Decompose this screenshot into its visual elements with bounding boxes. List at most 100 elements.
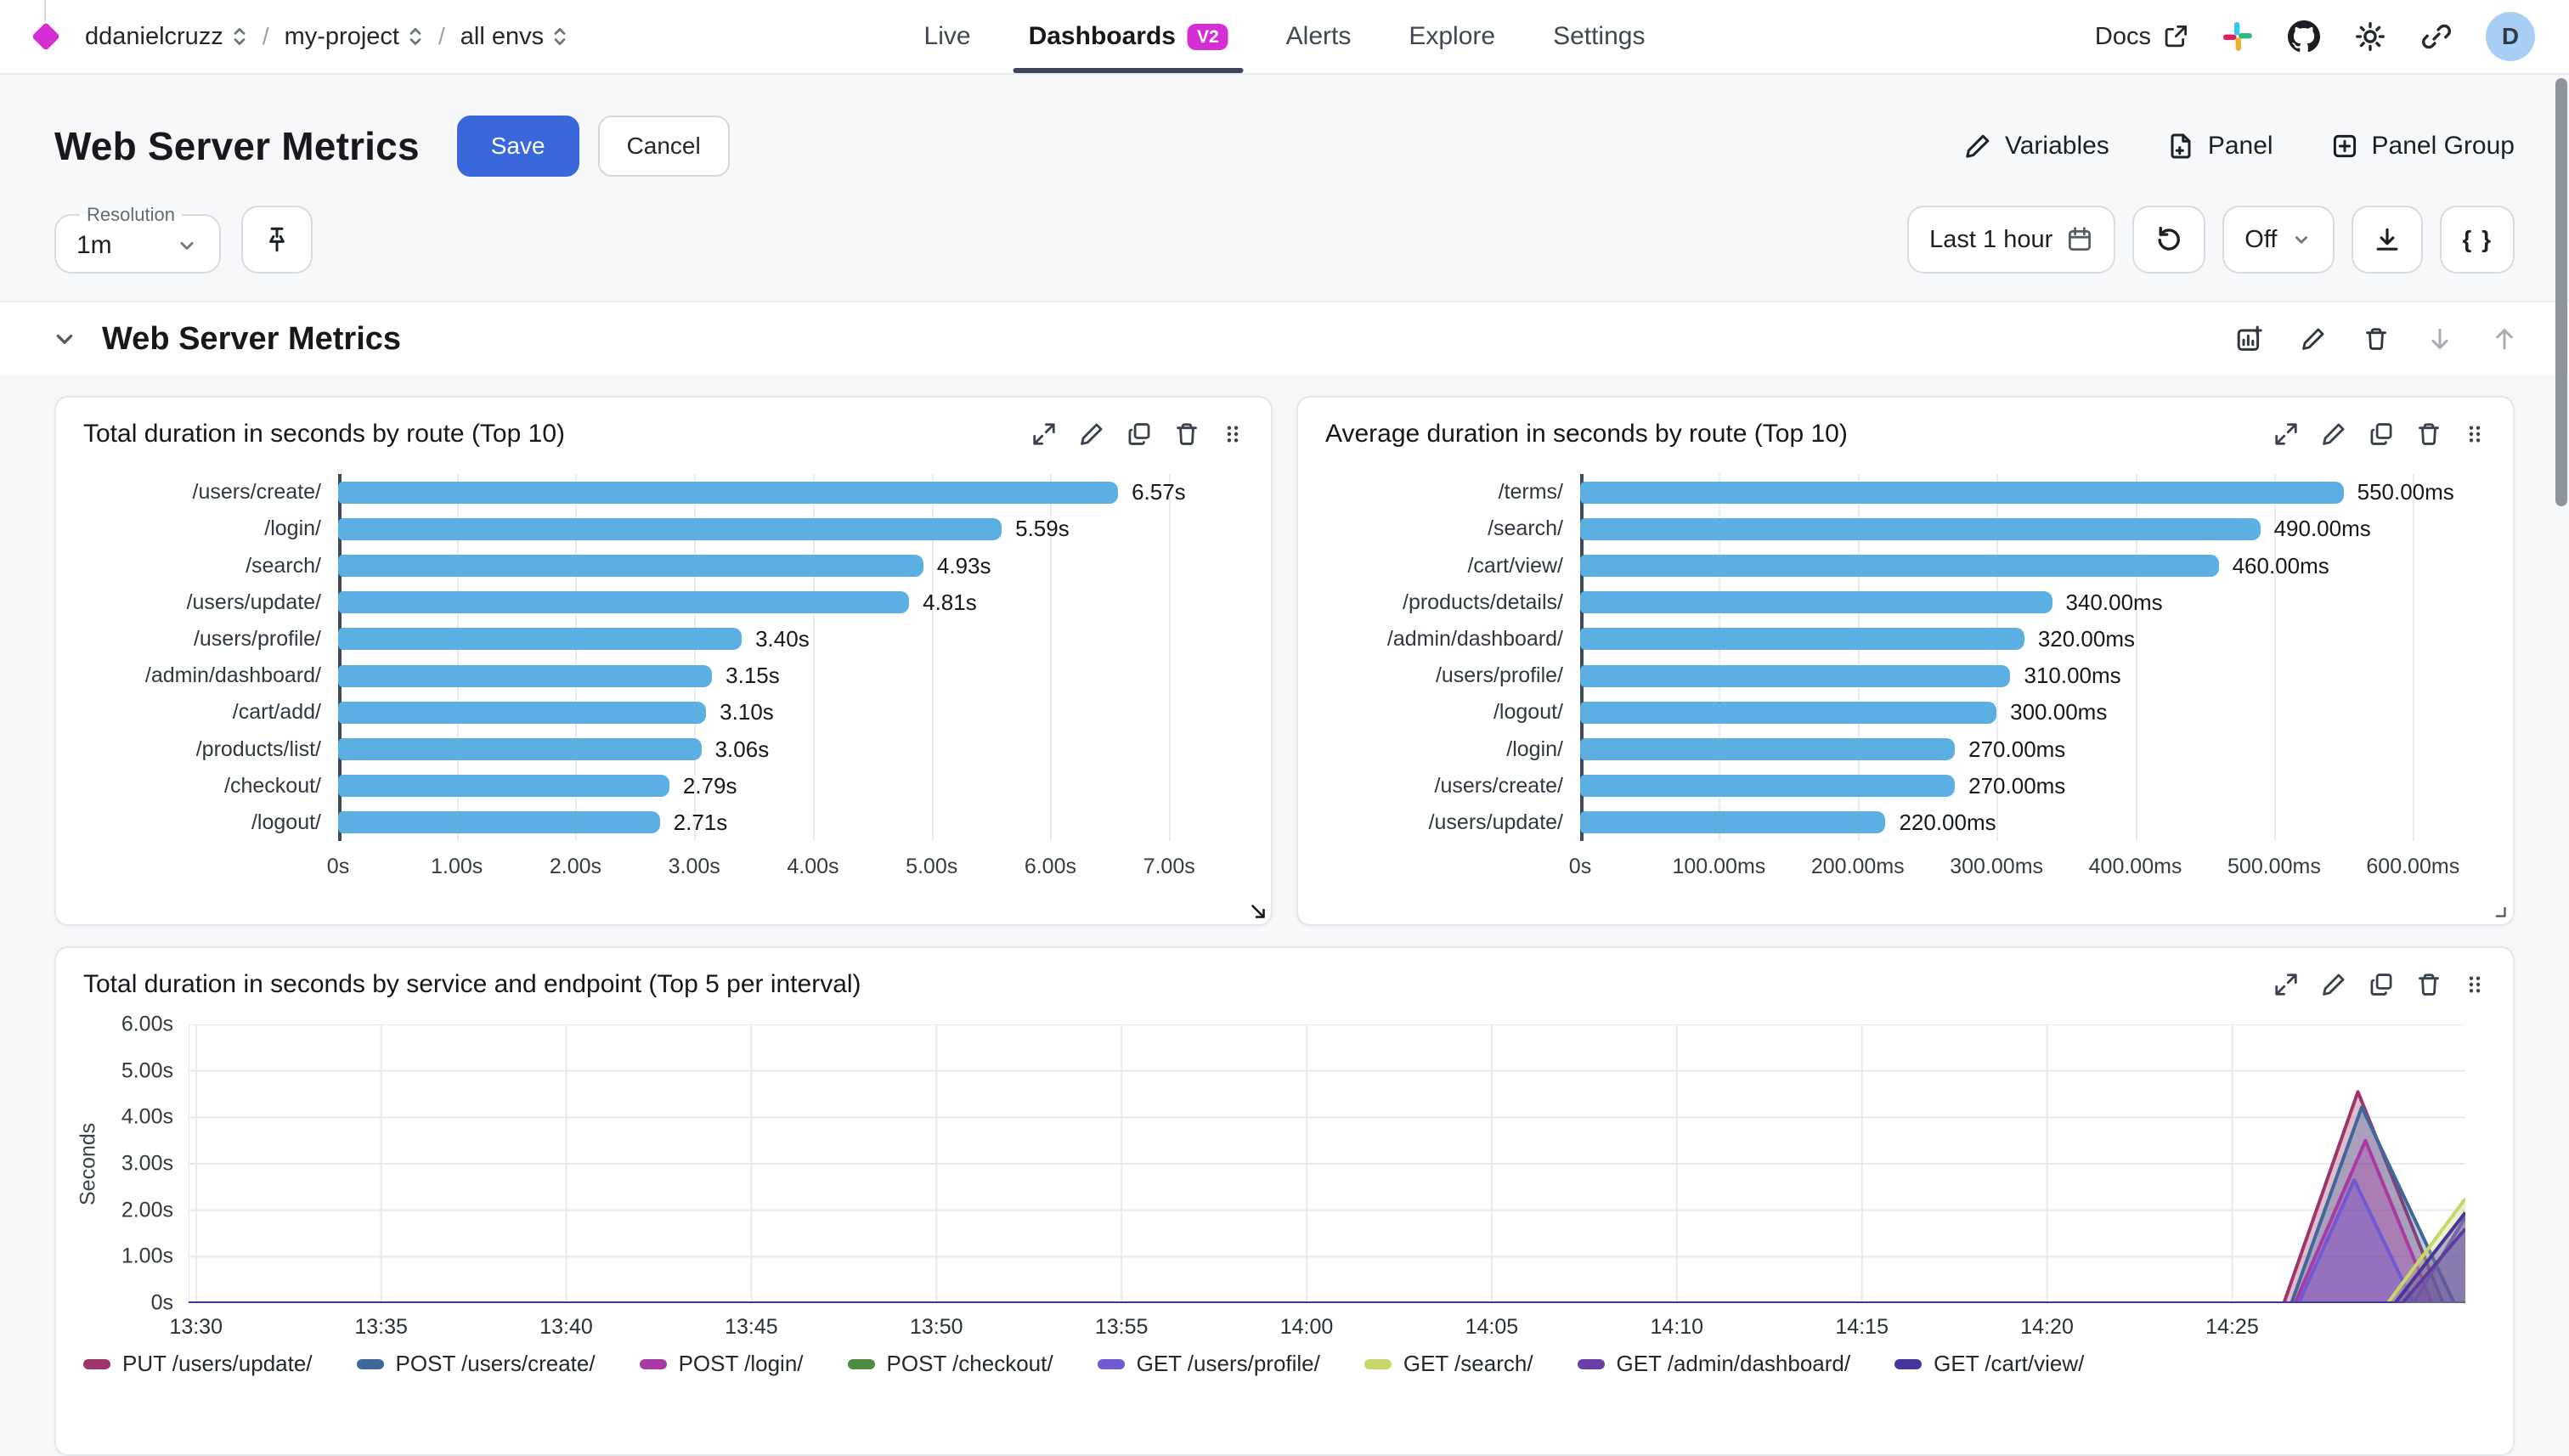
- category-label: /products/details/: [1322, 584, 1580, 621]
- time-range-button[interactable]: Last 1 hour: [1907, 206, 2115, 274]
- panel-group-button[interactable]: Panel Group: [2331, 132, 2515, 161]
- drag-handle-icon[interactable]: [2464, 972, 2486, 997]
- expand-icon[interactable]: [1031, 421, 1057, 447]
- save-button[interactable]: Save: [457, 116, 579, 177]
- bar[interactable]: [338, 775, 669, 797]
- bar[interactable]: [338, 665, 712, 687]
- value-label: 270.00ms: [1968, 773, 2065, 799]
- pin-button[interactable]: [241, 206, 313, 274]
- tab-live[interactable]: Live: [924, 0, 971, 73]
- legend-swatch: [357, 1359, 384, 1369]
- delete-icon[interactable]: [2416, 421, 2442, 447]
- resize-handle-icon[interactable]: [1247, 900, 1269, 923]
- bar[interactable]: [338, 702, 706, 724]
- auto-refresh-select[interactable]: Off: [2222, 206, 2335, 274]
- bar[interactable]: [338, 555, 923, 577]
- plot-area[interactable]: [189, 1024, 2465, 1303]
- series-line: [189, 1180, 2465, 1303]
- expand-icon[interactable]: [2273, 421, 2299, 447]
- time-series-chart[interactable]: Seconds0s1.00s2.00s3.00s4.00s5.00s6.00s1…: [56, 1014, 2513, 1377]
- bar[interactable]: [1580, 591, 2052, 613]
- slack-button[interactable]: [2221, 20, 2255, 54]
- duplicate-icon[interactable]: [1126, 421, 1152, 447]
- duplicate-icon[interactable]: [2369, 421, 2394, 447]
- breadcrumb-item[interactable]: my-project: [285, 23, 423, 51]
- bar[interactable]: [338, 628, 742, 650]
- legend-item[interactable]: POST /login/: [640, 1351, 804, 1377]
- cancel-button[interactable]: Cancel: [598, 116, 730, 177]
- axis-tick-label: 2.00s: [550, 855, 601, 879]
- resize-corner-icon[interactable]: [2491, 902, 2510, 921]
- drag-handle-icon[interactable]: [1222, 421, 1244, 447]
- bar[interactable]: [1580, 555, 2219, 577]
- bar[interactable]: [338, 518, 1002, 540]
- legend-item[interactable]: GET /search/: [1364, 1351, 1533, 1377]
- theme-button[interactable]: [2353, 20, 2387, 54]
- docs-link[interactable]: Docs: [2095, 23, 2188, 51]
- download-button[interactable]: [2352, 206, 2423, 274]
- github-button[interactable]: [2287, 20, 2321, 54]
- legend-item[interactable]: POST /checkout/: [848, 1351, 1053, 1377]
- panel-title: Average duration in seconds by route (To…: [1325, 420, 1848, 449]
- duplicate-icon[interactable]: [2369, 972, 2394, 997]
- nav-icon-buttons: [2221, 20, 2453, 54]
- page-scrollbar[interactable]: [2555, 78, 2567, 506]
- legend-item[interactable]: POST /users/create/: [357, 1351, 596, 1377]
- tab-settings[interactable]: Settings: [1553, 0, 1645, 73]
- bar-chart[interactable]: /terms//search//cart/view//products/deta…: [1298, 464, 2513, 889]
- drag-handle-icon[interactable]: [2464, 421, 2486, 447]
- panel-button[interactable]: Panel: [2167, 132, 2273, 161]
- refresh-button[interactable]: [2132, 206, 2205, 274]
- copy-link-button[interactable]: [2419, 20, 2453, 54]
- collapse-chevron-icon[interactable]: [51, 325, 78, 353]
- bar[interactable]: [1580, 702, 1996, 724]
- bar-row: 550.00ms: [1580, 474, 2482, 511]
- value-label: 3.15s: [726, 663, 780, 689]
- bar[interactable]: [1580, 775, 1955, 797]
- delete-icon[interactable]: [2363, 326, 2389, 352]
- resolution-select[interactable]: Resolution 1m: [54, 204, 221, 274]
- bar[interactable]: [1580, 665, 2010, 687]
- bar-row: 3.10s: [338, 694, 1240, 731]
- breadcrumb-item[interactable]: all envs: [460, 23, 567, 51]
- bar[interactable]: [338, 591, 909, 613]
- delete-icon[interactable]: [2416, 972, 2442, 997]
- bar[interactable]: [1580, 482, 2344, 504]
- variables-button[interactable]: Variables: [1964, 132, 2109, 161]
- category-label: /products/list/: [80, 731, 338, 767]
- brand-logo-icon[interactable]: [34, 25, 58, 48]
- legend-item[interactable]: GET /users/profile/: [1098, 1351, 1320, 1377]
- legend-item[interactable]: PUT /users/update/: [83, 1351, 313, 1377]
- edit-icon[interactable]: [2321, 421, 2346, 447]
- series-line: [189, 1212, 2465, 1303]
- edit-icon[interactable]: [1079, 421, 1104, 447]
- bar-chart[interactable]: /users/create//login//search//users/upda…: [56, 464, 1271, 889]
- move-up-icon[interactable]: [2491, 325, 2518, 353]
- breadcrumb-item[interactable]: ddanielcruzz: [85, 23, 247, 51]
- move-down-icon[interactable]: [2426, 325, 2453, 353]
- legend-item[interactable]: GET /cart/view/: [1894, 1351, 2084, 1377]
- bar[interactable]: [1580, 628, 2024, 650]
- bar[interactable]: [338, 811, 660, 833]
- bar[interactable]: [1580, 518, 2261, 540]
- file-plus-icon: [2167, 133, 2194, 160]
- tab-dashboards[interactable]: DashboardsV2: [1029, 0, 1228, 73]
- delete-icon[interactable]: [1174, 421, 1200, 447]
- legend-item[interactable]: GET /admin/dashboard/: [1578, 1351, 1851, 1377]
- axis-tick-label: 13:55: [1095, 1315, 1149, 1340]
- tab-explore[interactable]: Explore: [1409, 0, 1495, 73]
- avatar[interactable]: D: [2486, 12, 2535, 61]
- edit-icon[interactable]: [2301, 326, 2326, 352]
- json-editor-button[interactable]: { }: [2440, 206, 2515, 274]
- category-label: /users/create/: [80, 474, 338, 511]
- edit-icon[interactable]: [2321, 972, 2346, 997]
- series-area: [189, 1107, 2465, 1303]
- chevron-down-icon: [175, 234, 199, 257]
- bar[interactable]: [1580, 811, 1885, 833]
- add-chart-icon[interactable]: [2236, 325, 2263, 353]
- bar[interactable]: [1580, 738, 1955, 760]
- bar[interactable]: [338, 738, 702, 760]
- expand-icon[interactable]: [2273, 972, 2299, 997]
- bar[interactable]: [338, 482, 1118, 504]
- tab-alerts[interactable]: Alerts: [1286, 0, 1352, 73]
